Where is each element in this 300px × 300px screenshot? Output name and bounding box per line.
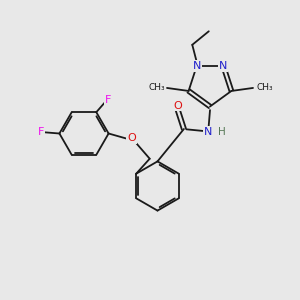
Text: O: O xyxy=(127,133,136,143)
Text: CH₃: CH₃ xyxy=(148,83,165,92)
Text: F: F xyxy=(104,94,111,105)
Text: N: N xyxy=(219,61,227,71)
Text: N: N xyxy=(193,61,201,71)
Text: H: H xyxy=(218,127,226,137)
Text: F: F xyxy=(38,127,44,137)
Text: N: N xyxy=(204,127,213,137)
Text: O: O xyxy=(173,100,182,111)
Text: CH₃: CH₃ xyxy=(256,83,273,92)
